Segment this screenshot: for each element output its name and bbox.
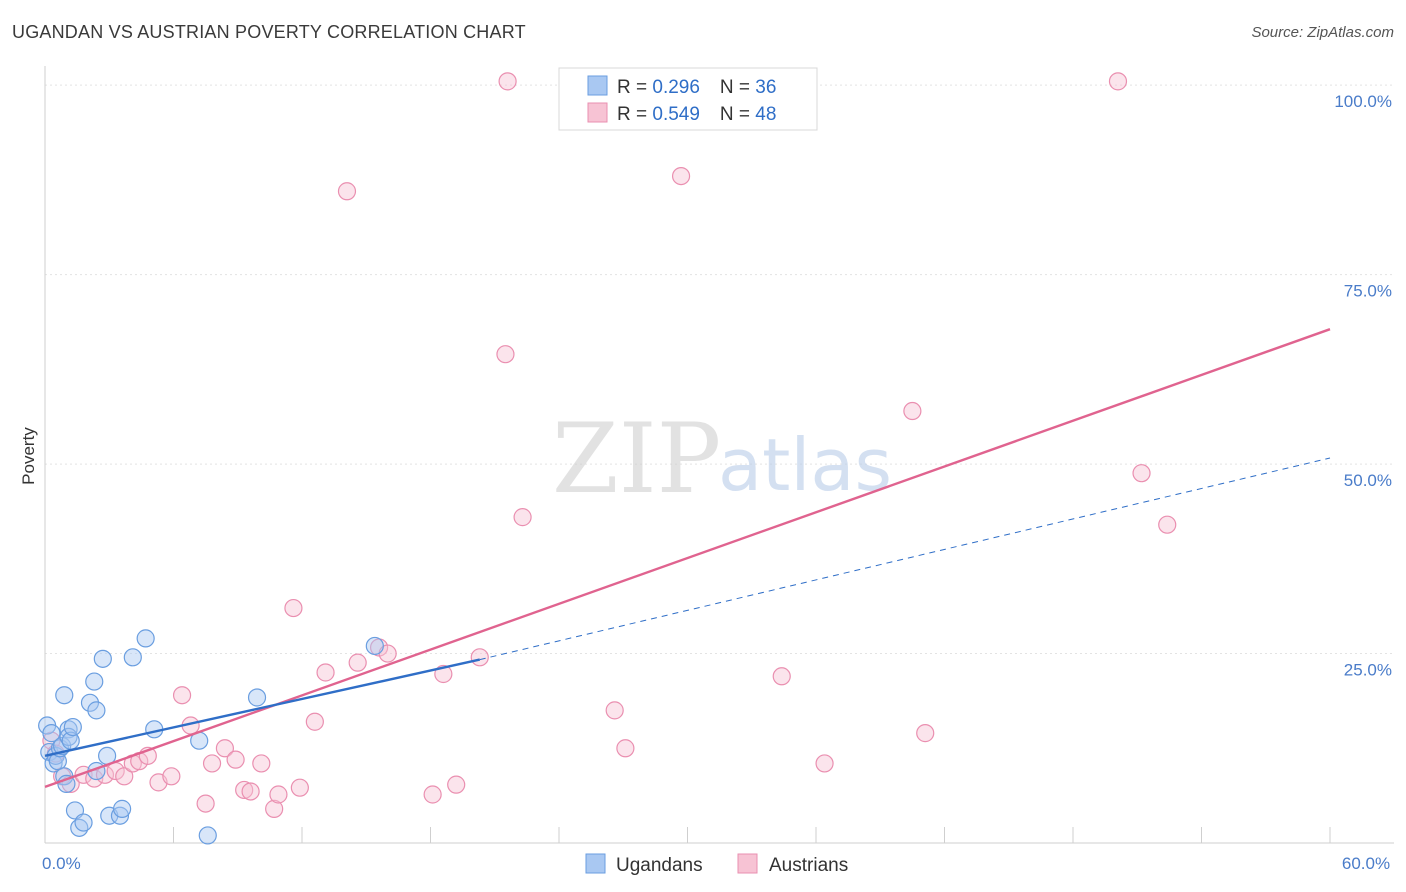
austrian-point [513,508,532,527]
austrian-point [1108,72,1128,91]
austrian-point [241,782,260,801]
ugandans-trend-line [44,658,481,758]
ugandan-point [87,701,106,720]
austrian-point [348,653,367,672]
legend-n-value: 36 [755,77,776,98]
austrian-point [305,712,324,731]
ugandans-legend-swatch [585,853,606,874]
austrian-point [903,401,922,421]
austrian-point [226,750,245,769]
austrian-point [265,799,284,818]
y-tick-label: 25.0% [1344,661,1392,680]
ugandan-point [247,688,267,707]
austrian-point [616,739,635,758]
legend-n-label: N = [720,77,755,98]
austrian-point [269,785,288,804]
austrian-point [172,686,192,705]
axes: 25.0% 50.0% 75.0% 100.0% 0.0% 60.0% [42,66,1394,873]
legend-r-value: 0.296 [652,77,700,98]
legend-n-label: N = [720,104,755,125]
stats-legend: R = 0.296 N = 36 R = 0.549 N = 48 [558,67,818,131]
trend-lines [44,328,1331,789]
ugandan-point [110,806,130,825]
austrian-point [815,754,834,773]
austrian-point [916,724,935,743]
austrian-point [290,778,309,797]
watermark-atlas: atlas [718,423,892,507]
watermark-zip: ZIP [552,403,721,515]
y-tick-label: 100.0% [1334,92,1392,111]
austrian-point [202,754,222,773]
ugandan-point [74,813,93,832]
x-tick-label: 60.0% [1342,854,1390,873]
austrians-legend-swatch [737,853,758,874]
austrian-point [284,598,303,618]
y-tick-label: 75.0% [1344,282,1392,301]
grid-lines [45,84,1394,655]
austrians-legend-stats: R = 0.549 N = 48 [617,104,776,125]
austrian-point [235,780,254,800]
austrian-point [162,767,181,786]
ugandan-point [198,826,217,845]
ugandans-trend-extension [479,457,1331,661]
ugandan-point [63,717,82,737]
austrian-point [337,182,357,201]
legend-r-label: R = [617,104,652,125]
y-tick-label: 50.0% [1344,471,1392,490]
austrian-point [423,785,442,804]
legend-r-value: 0.549 [652,104,700,125]
austrians-legend-swatch [587,102,608,123]
austrian-point [1158,515,1177,534]
watermark: ZIP atlas [552,403,892,515]
ugandans-legend-swatch [587,75,608,96]
austrian-point [671,166,691,186]
ugandan-point [55,686,74,705]
legend-n-value: 48 [755,104,776,125]
series-legend: Ugandans Austrians [585,853,848,876]
ugandan-point [365,636,384,656]
austrians-trend-line [44,328,1331,789]
ugandan-point [112,799,132,818]
austrian-point [470,648,489,667]
ugandans-legend-stats: R = 0.296 N = 36 [617,77,776,98]
legend-r-label: R = [617,77,652,98]
chart-title: UGANDAN VS AUSTRIAN POVERTY CORRELATION … [12,22,526,42]
ugandan-point [123,648,142,667]
ugandan-point [42,724,61,743]
austrian-point [215,739,234,758]
austrian-point [605,701,624,720]
austrian-point [316,663,335,682]
austrian-point [252,754,271,773]
ugandan-point [85,672,104,691]
austrian-point [115,767,134,786]
ugandans-legend-label: Ugandans [616,855,703,876]
ugandan-point [93,649,112,668]
source-credit: Source: ZipAtlas.com [1251,24,1394,41]
austrian-point [1132,464,1151,483]
austrian-point [496,345,515,364]
austrian-point [447,775,466,794]
ugandan-point [136,629,155,648]
austrian-point [196,794,215,813]
austrian-point [498,72,517,91]
y-axis-label: Poverty [19,427,38,485]
x-tick-label: 0.0% [42,854,81,873]
austrians-legend-label: Austrians [769,855,848,876]
ugandan-point [80,693,100,712]
austrian-point [772,667,791,686]
